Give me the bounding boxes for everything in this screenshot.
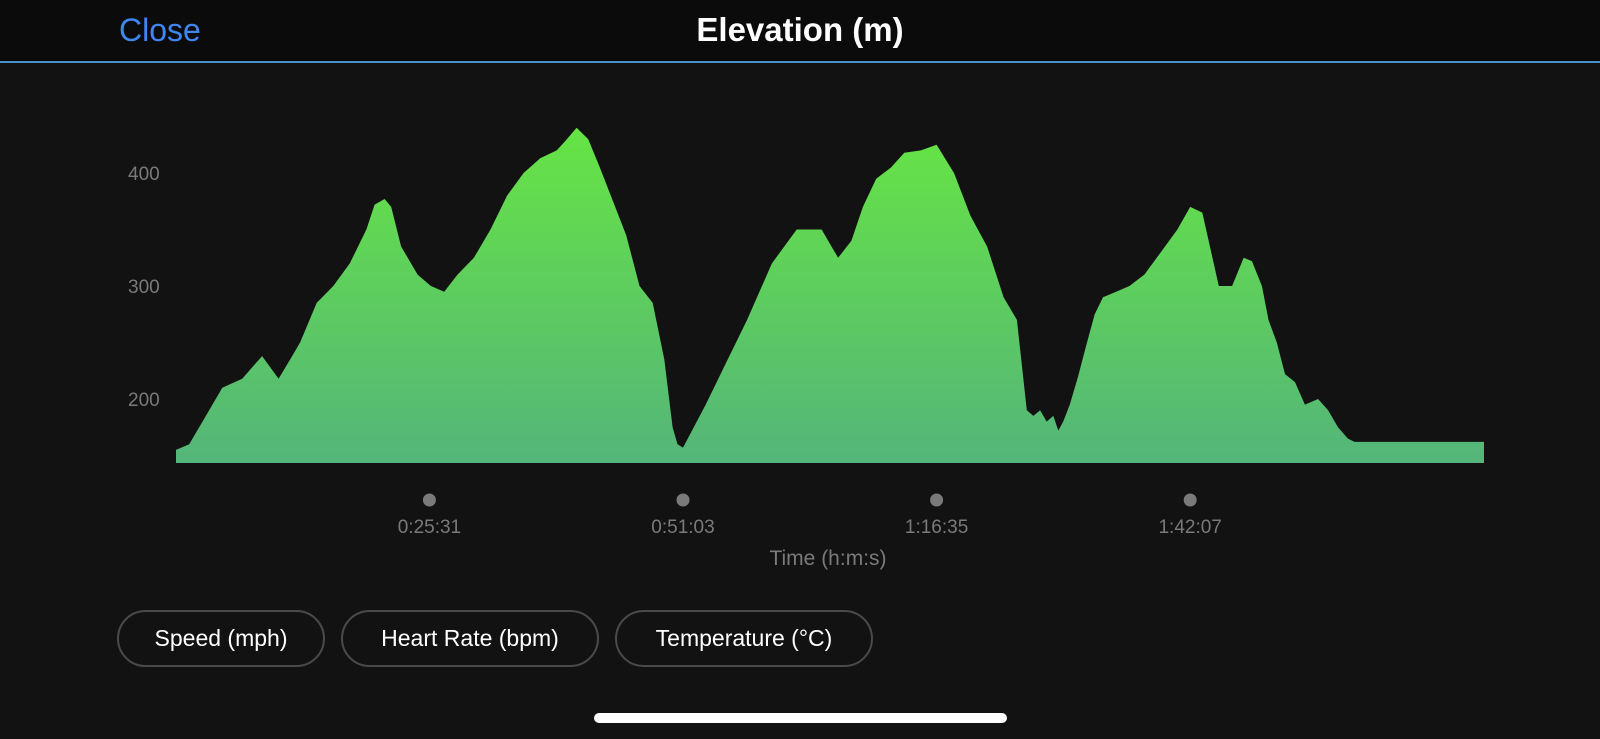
header-bar: Close Elevation (m) bbox=[0, 0, 1600, 63]
x-tick-label: 1:16:35 bbox=[905, 517, 968, 538]
home-indicator[interactable] bbox=[594, 713, 1007, 723]
x-tick-label: 0:25:31 bbox=[398, 517, 461, 538]
page-title: Elevation (m) bbox=[696, 11, 904, 48]
x-axis-label: Time (h:m:s) bbox=[769, 547, 886, 570]
elevation-chart: 200 300 400 0:25:31 0:51:03 1:16:35 1:42:07 T… bbox=[128, 127, 1484, 570]
x-axis: 0:25:31 0:51:03 1:16:35 1:42:07 bbox=[398, 493, 1222, 538]
close-button[interactable]: Close bbox=[119, 12, 201, 48]
y-tick-label: 200 bbox=[128, 390, 160, 411]
temperature-button[interactable]: Temperature (°C) bbox=[615, 610, 873, 667]
x-tick-dot bbox=[422, 493, 436, 507]
y-tick-label: 400 bbox=[128, 164, 160, 185]
heart-rate-button[interactable]: Heart Rate (bpm) bbox=[341, 610, 599, 667]
x-tick-dot bbox=[1183, 493, 1197, 507]
x-tick-label: 0:51:03 bbox=[651, 517, 714, 538]
x-tick-label: 1:42:07 bbox=[1158, 517, 1221, 538]
y-axis: 200 300 400 bbox=[128, 164, 160, 411]
y-tick-label: 300 bbox=[128, 277, 160, 298]
elevation-area bbox=[176, 127, 1484, 464]
speed-button[interactable]: Speed (mph) bbox=[117, 610, 325, 667]
x-tick-dot bbox=[676, 493, 690, 507]
x-tick-dot bbox=[930, 493, 944, 507]
